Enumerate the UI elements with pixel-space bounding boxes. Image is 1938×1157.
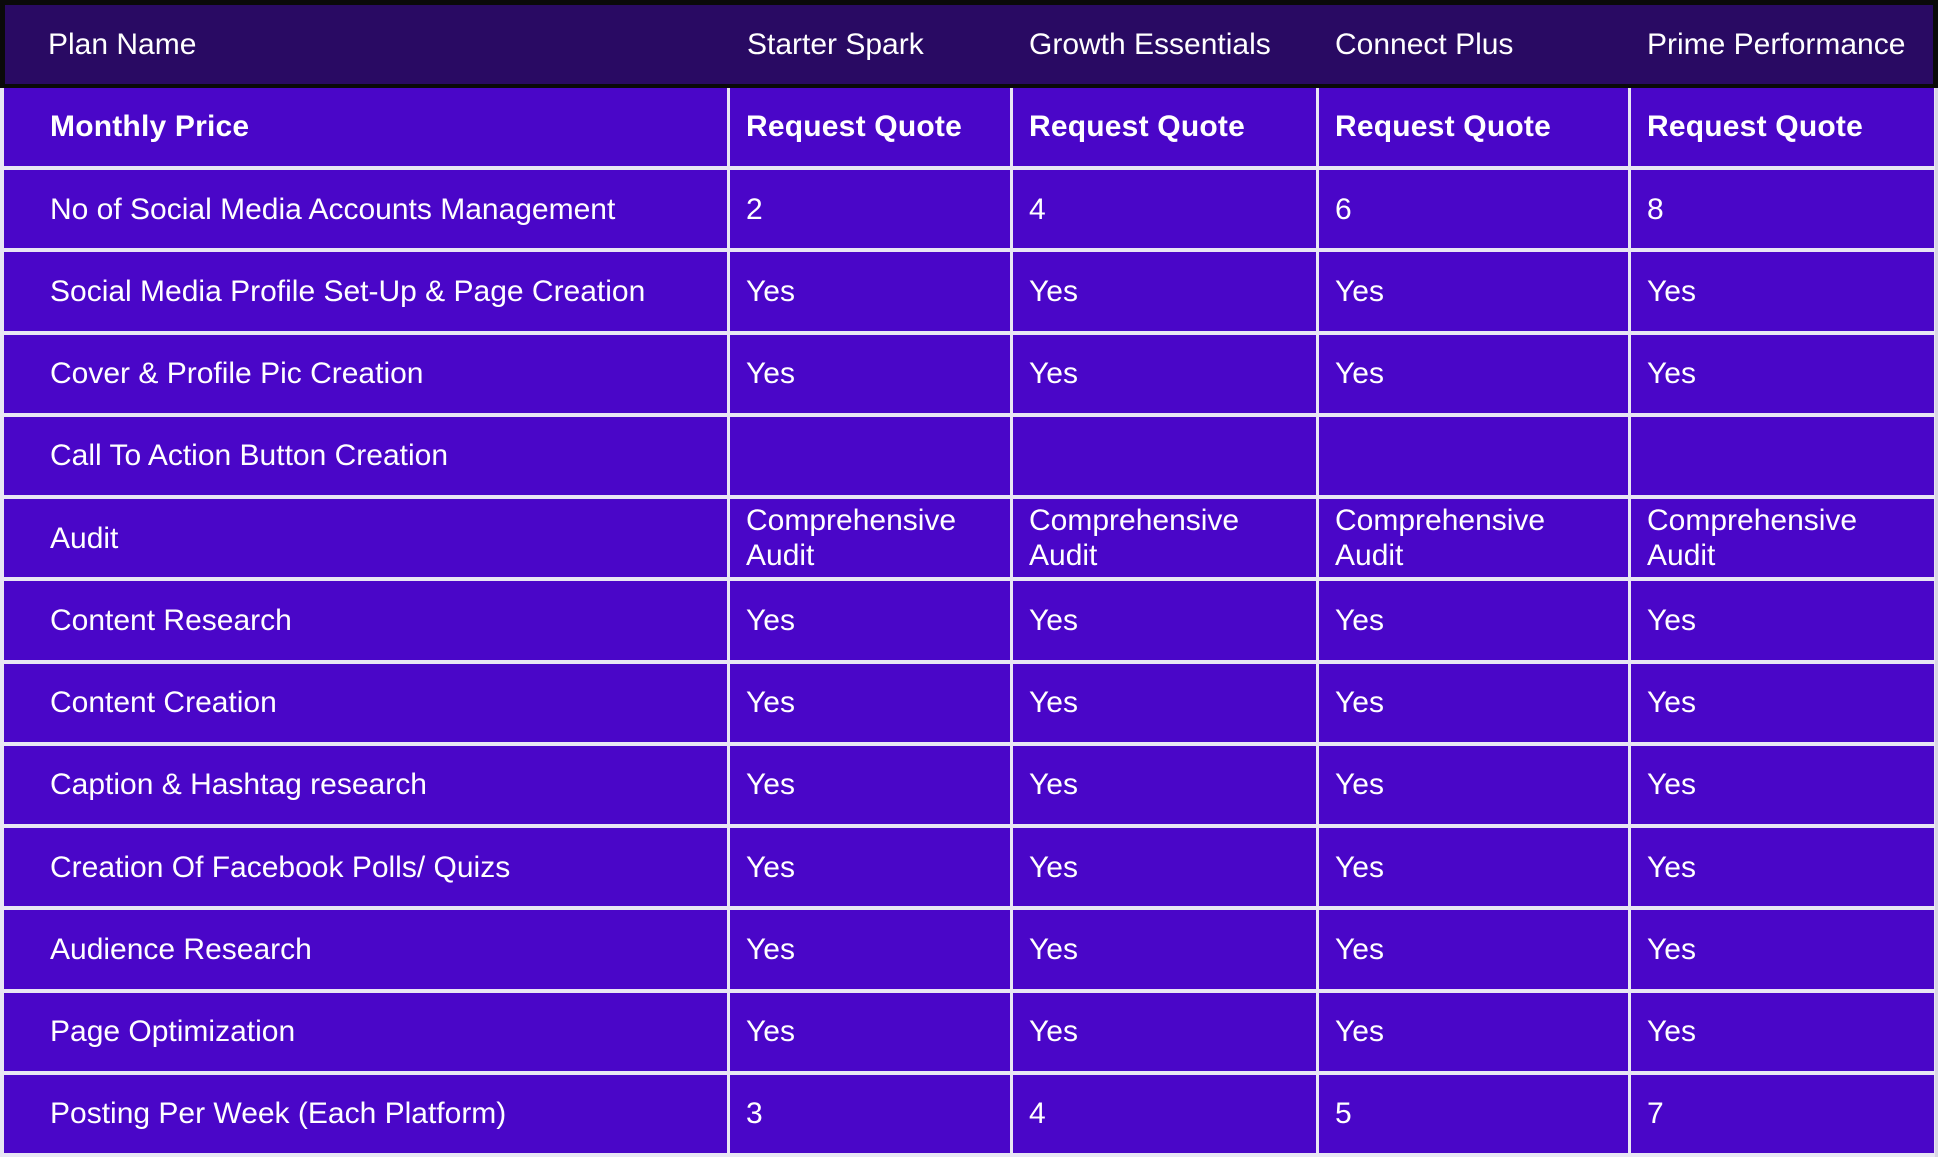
feature-cell: Cover & Profile Pic Creation (4, 334, 727, 413)
table-row: Posting Per Week (Each Platform) 3 4 5 7 (4, 1074, 1934, 1154)
value-cell: Request Quote (1013, 88, 1316, 167)
value-cell: 6 (1319, 170, 1628, 249)
value-cell (730, 416, 1010, 496)
feature-cell: Audit (4, 499, 727, 578)
value-cell: Yes (1319, 252, 1628, 331)
value-cell: Yes (1631, 745, 1934, 825)
value-cell: Yes (1013, 334, 1316, 413)
plan-column-header-starter-spark: Starter Spark (747, 27, 924, 61)
value-cell: Yes (1013, 992, 1316, 1071)
table-row: Call To Action Button Creation (4, 416, 1934, 496)
value-cell (1631, 416, 1934, 496)
feature-cell: Call To Action Button Creation (4, 416, 727, 496)
table-body: Monthly Price Request Quote Request Quot… (0, 88, 1938, 1157)
feature-cell: Content Creation (4, 663, 727, 742)
value-cell: Yes (730, 745, 1010, 825)
value-cell: Yes (1319, 992, 1628, 1071)
feature-cell: Monthly Price (4, 88, 727, 167)
feature-cell: Posting Per Week (Each Platform) (4, 1074, 727, 1154)
value-cell: Yes (1319, 828, 1628, 907)
value-cell: Yes (1631, 828, 1934, 907)
value-cell: Yes (1013, 581, 1316, 660)
table-row: Creation Of Facebook Polls/ Quizs Yes Ye… (4, 828, 1934, 907)
table-row: Audience Research Yes Yes Yes Yes (4, 910, 1934, 989)
plan-column-header-connect-plus: Connect Plus (1335, 27, 1514, 61)
value-cell: Yes (1013, 745, 1316, 825)
value-cell: Yes (1631, 663, 1934, 742)
value-cell: Yes (730, 252, 1010, 331)
value-cell: 4 (1013, 1074, 1316, 1154)
feature-cell: Page Optimization (4, 992, 727, 1071)
value-cell: Yes (1319, 581, 1628, 660)
value-cell: Yes (730, 663, 1010, 742)
value-cell: 5 (1319, 1074, 1628, 1154)
value-cell: Yes (730, 828, 1010, 907)
plan-column-header-prime-performance: Prime Performance (1647, 27, 1906, 61)
value-cell: Request Quote (1631, 88, 1934, 167)
table-row: Caption & Hashtag research Yes Yes Yes Y… (4, 745, 1934, 825)
plan-column-header-growth-essentials: Growth Essentials (1029, 27, 1271, 61)
value-cell: Yes (730, 581, 1010, 660)
value-cell: Comprehensive Audit (1013, 499, 1316, 578)
value-cell: Yes (1631, 992, 1934, 1071)
feature-cell: No of Social Media Accounts Management (4, 170, 727, 249)
value-cell: Yes (730, 334, 1010, 413)
value-cell: Yes (1013, 663, 1316, 742)
table-row: Audit Comprehensive Audit Comprehensive … (4, 499, 1934, 578)
table-row: Page Optimization Yes Yes Yes Yes (4, 992, 1934, 1071)
feature-cell: Content Research (4, 581, 727, 660)
value-cell: Yes (730, 910, 1010, 989)
value-cell (1013, 416, 1316, 496)
table-header-row: Plan Name Starter Spark Growth Essential… (0, 0, 1938, 88)
table-row: Cover & Profile Pic Creation Yes Yes Yes… (4, 334, 1934, 413)
value-cell: Request Quote (1319, 88, 1628, 167)
plan-name-header: Plan Name (48, 27, 197, 61)
value-cell: Yes (1631, 252, 1934, 331)
value-cell: Yes (1631, 581, 1934, 660)
feature-cell: Audience Research (4, 910, 727, 989)
value-cell: Yes (1013, 252, 1316, 331)
table-row: Content Creation Yes Yes Yes Yes (4, 663, 1934, 742)
table-row: Monthly Price Request Quote Request Quot… (4, 88, 1934, 167)
table-row: Content Research Yes Yes Yes Yes (4, 581, 1934, 660)
value-cell: 8 (1631, 170, 1934, 249)
value-cell: Yes (1319, 745, 1628, 825)
value-cell: Yes (1319, 334, 1628, 413)
value-cell: Request Quote (730, 88, 1010, 167)
feature-cell: Caption & Hashtag research (4, 745, 727, 825)
value-cell: 2 (730, 170, 1010, 249)
table-row: No of Social Media Accounts Management 2… (4, 170, 1934, 249)
value-cell: Yes (1631, 910, 1934, 989)
feature-cell: Creation Of Facebook Polls/ Quizs (4, 828, 727, 907)
value-cell: 3 (730, 1074, 1010, 1154)
feature-cell: Social Media Profile Set-Up & Page Creat… (4, 252, 727, 331)
value-cell (1319, 416, 1628, 496)
value-cell: Yes (1013, 828, 1316, 907)
value-cell: Comprehensive Audit (730, 499, 1010, 578)
value-cell: Yes (1013, 910, 1316, 989)
value-cell: 4 (1013, 170, 1316, 249)
value-cell: Yes (1319, 910, 1628, 989)
table-row: Social Media Profile Set-Up & Page Creat… (4, 252, 1934, 331)
value-cell: Comprehensive Audit (1319, 499, 1628, 578)
value-cell: Comprehensive Audit (1631, 499, 1934, 578)
value-cell: Yes (730, 992, 1010, 1071)
value-cell: 7 (1631, 1074, 1934, 1154)
value-cell: Yes (1319, 663, 1628, 742)
value-cell: Yes (1631, 334, 1934, 413)
